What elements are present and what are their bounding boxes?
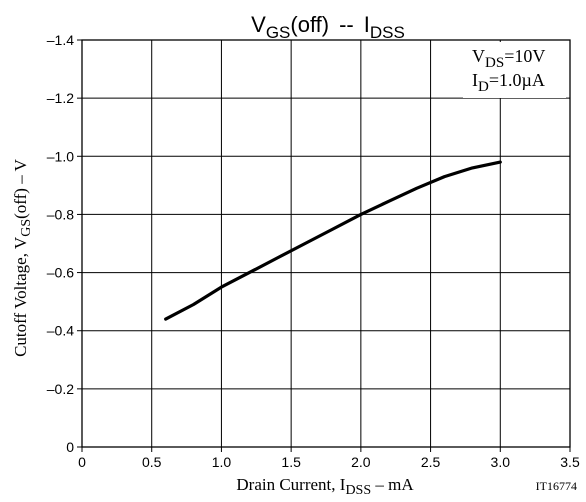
condition-id: ID=1.0µA — [472, 70, 545, 95]
chart-title: VGS(off) -- IDSS — [251, 12, 405, 42]
x-tick-label: 1.0 — [212, 454, 232, 470]
y-tick-labels: 0 –0.2 –0.4 –0.6 –0.8 –1.0 –1.2 –1.4 — [47, 32, 74, 455]
x-tick-label: 1.5 — [281, 454, 301, 470]
y-tick-label: –0.4 — [47, 323, 74, 339]
series-line — [164, 160, 502, 321]
x-tick-label: 0 — [78, 454, 86, 470]
x-tick-label: 2.0 — [351, 454, 371, 470]
y-axis-label: Cutoff Voltage, VGS(off) – V — [11, 158, 34, 357]
y-tick-label: –0.6 — [47, 265, 74, 281]
condition-vds: VDS=10V — [472, 46, 545, 71]
x-axis-label: Drain Current, IDSS – mA — [236, 475, 414, 498]
x-tick-label: 3.5 — [560, 454, 580, 470]
conditions-background — [463, 42, 566, 98]
y-tick-label: –1.0 — [47, 148, 74, 164]
y-tick-label: 0 — [66, 439, 74, 455]
x-tick-label: 2.5 — [421, 454, 441, 470]
y-tick-label: –0.8 — [47, 206, 74, 222]
grid-lines — [77, 39, 571, 452]
conditions-legend: VDS=10V ID=1.0µA — [463, 42, 566, 98]
y-tick-label: –1.4 — [47, 32, 74, 48]
y-tick-label: –0.2 — [47, 381, 74, 397]
x-tick-label: 0.5 — [142, 454, 162, 470]
x-tick-labels: 0 0.5 1.0 1.5 2.0 2.5 3.0 3.5 — [78, 454, 580, 470]
figure-id: IT16774 — [536, 479, 577, 493]
plot-frame — [81, 39, 571, 448]
x-tick-label: 3.0 — [491, 454, 511, 470]
y-tick-label: –1.2 — [47, 90, 74, 106]
